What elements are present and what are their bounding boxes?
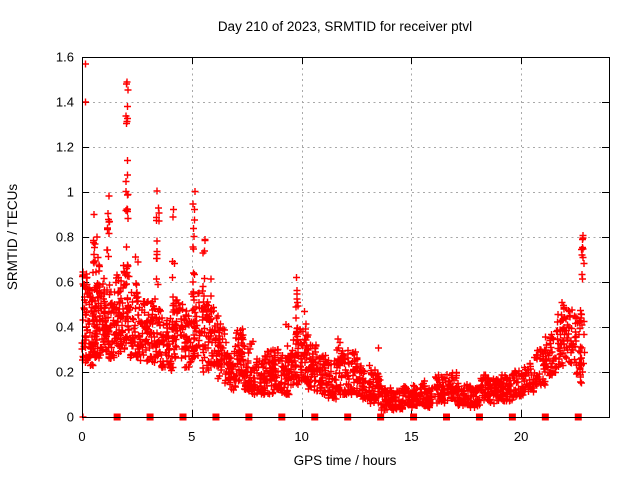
x-tick-label: 20 bbox=[514, 429, 528, 444]
y-axis-label: SRMTID / TECUs bbox=[5, 184, 20, 291]
y-tick-label: 1.6 bbox=[56, 50, 74, 65]
x-tick-label: 5 bbox=[188, 429, 195, 444]
x-tick-label: 10 bbox=[294, 429, 308, 444]
x-tick-label: 0 bbox=[78, 429, 85, 444]
y-tick-label: 0.8 bbox=[56, 230, 74, 245]
x-tick-label: 15 bbox=[404, 429, 418, 444]
chart-title: Day 210 of 2023, SRMTID for receiver ptv… bbox=[218, 19, 472, 34]
plot-border bbox=[82, 57, 610, 418]
y-tick-label: 0 bbox=[67, 410, 74, 425]
y-tick-label: 0.2 bbox=[56, 365, 74, 380]
y-tick-label: 0.6 bbox=[56, 275, 74, 290]
tick-labels: 0 5 10 15 20 0 0.2 0.4 0.6 0.8 1 1.2 1.4 1.6 bbox=[56, 50, 528, 445]
y-tick-label: 0.4 bbox=[56, 320, 74, 335]
scatter-points bbox=[78, 60, 588, 421]
x-axis-label: GPS time / hours bbox=[294, 453, 397, 468]
y-tick-label: 1 bbox=[67, 185, 74, 200]
y-tick-label: 1.4 bbox=[56, 95, 74, 110]
scatter-plus-markers bbox=[78, 60, 588, 421]
y-tick-label: 1.2 bbox=[56, 140, 74, 155]
